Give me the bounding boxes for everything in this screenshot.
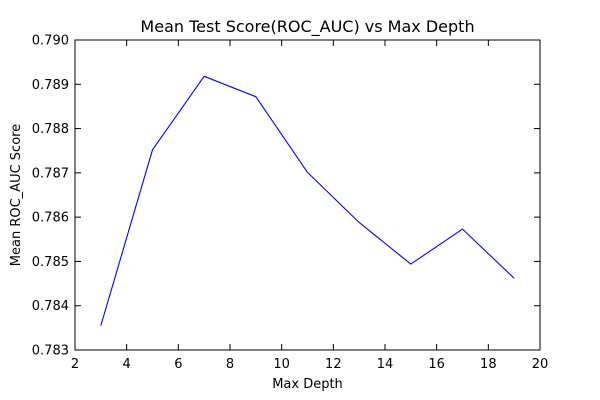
x-tick-label: 16 [428,357,445,372]
series-line [100,75,515,326]
x-tick-label: 18 [480,357,497,372]
y-tick-label: 0.789 [32,78,69,93]
tick-layer: 2 4 6 8 10 12 14 16 18 20 0.783 0.784 0.785 0.786 0.78… [32,34,548,373]
y-tick-label: 0.787 [32,166,69,181]
y-tick-label: 0.790 [32,34,69,49]
y-tick-label: 0.784 [32,299,69,314]
x-tick-label: 12 [325,357,342,372]
y-tick-label: 0.788 [32,122,69,137]
x-axis-label: Max Depth [272,377,343,392]
plot-frame [74,39,541,351]
x-tick-label: 14 [377,357,394,372]
x-tick-label: 20 [532,357,549,372]
x-tick-label: 8 [226,357,234,372]
y-tick-label: 0.786 [32,211,69,226]
y-tick-label: 0.783 [32,344,69,359]
y-tick-label: 0.785 [32,255,69,270]
y-axis-label: Mean ROC_AUC Score [9,124,24,266]
x-tick-label: 10 [273,357,290,372]
x-tick-label: 2 [71,357,79,372]
series-layer [100,75,515,326]
x-tick-label: 4 [123,357,131,372]
chart-title: Mean Test Score(ROC_AUC) vs Max Depth [140,17,474,37]
x-tick-label: 6 [174,357,182,372]
